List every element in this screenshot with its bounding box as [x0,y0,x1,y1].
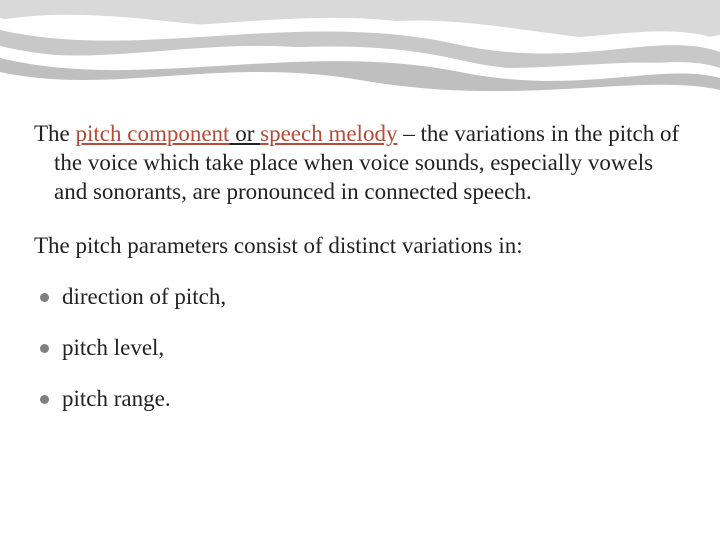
list-item: direction of pitch, [38,283,686,312]
term-speech-melody: speech melody [260,121,397,146]
definition-paragraph: The pitch component or speech melody – t… [34,120,686,206]
para1-connector: or [229,121,260,146]
list-item: pitch range. [38,385,686,414]
bullet-list: direction of pitch, pitch level, pitch r… [34,283,686,413]
bullet-text: pitch range. [62,386,171,411]
bullet-text: direction of pitch, [62,284,226,309]
para1-prefix: The [34,121,76,146]
list-item: pitch level, [38,334,686,363]
intro-paragraph: The pitch parameters consist of distinct… [34,232,686,261]
term-pitch-component: pitch component [76,121,230,146]
decorative-swoosh [0,0,720,120]
slide-content: The pitch component or speech melody – t… [34,120,686,435]
bullet-text: pitch level, [62,335,164,360]
